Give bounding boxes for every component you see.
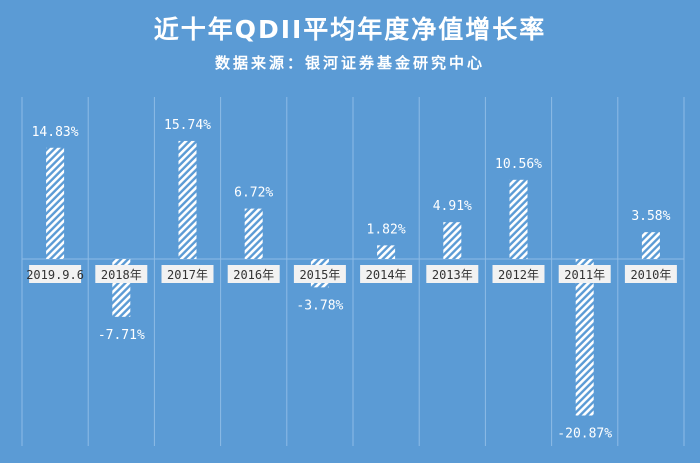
- bar: [377, 245, 396, 259]
- category-label: 2013年: [432, 268, 473, 282]
- data-label: 3.58%: [631, 209, 670, 224]
- bar: [575, 259, 594, 416]
- category-label: 2018年: [101, 268, 142, 282]
- bar: [178, 140, 197, 259]
- category-label-box: [624, 265, 677, 283]
- category-label-box: [426, 265, 479, 283]
- category-label: 2017年: [167, 268, 208, 282]
- category-label-box: [360, 265, 413, 283]
- data-label: -3.78%: [296, 298, 343, 313]
- bar: [641, 232, 660, 259]
- chart-subtitle: 数据来源：银河证券基金研究中心: [214, 54, 485, 72]
- data-label: 10.56%: [495, 157, 542, 172]
- category-label-box: [29, 265, 82, 283]
- bar: [46, 147, 65, 259]
- data-label: 14.83%: [32, 125, 79, 140]
- data-label: 1.82%: [367, 222, 406, 237]
- category-label-box: [293, 265, 346, 283]
- data-label: -7.71%: [98, 328, 145, 343]
- category-label-box: [227, 265, 280, 283]
- category-label-box: [492, 265, 545, 283]
- category-label: 2010年: [630, 268, 671, 282]
- category-label: 2016年: [233, 268, 274, 282]
- bar: [443, 222, 462, 259]
- data-label: 4.91%: [433, 199, 472, 214]
- category-label: 2012年: [498, 268, 539, 282]
- bar: [509, 179, 528, 259]
- data-label: 15.74%: [164, 118, 211, 133]
- category-label: 2014年: [366, 268, 407, 282]
- category-label-box: [161, 265, 214, 283]
- bar: [244, 208, 263, 259]
- category-label-box: [558, 265, 611, 283]
- category-label: 2015年: [299, 268, 340, 282]
- chart-title: 近十年QDII平均年度净值增长率: [153, 15, 547, 44]
- category-label-box: [95, 265, 148, 283]
- category-label: 2019.9.6: [26, 268, 84, 282]
- category-label: 2011年: [564, 268, 605, 282]
- data-label: 6.72%: [234, 186, 273, 201]
- data-label: -20.87%: [557, 427, 612, 442]
